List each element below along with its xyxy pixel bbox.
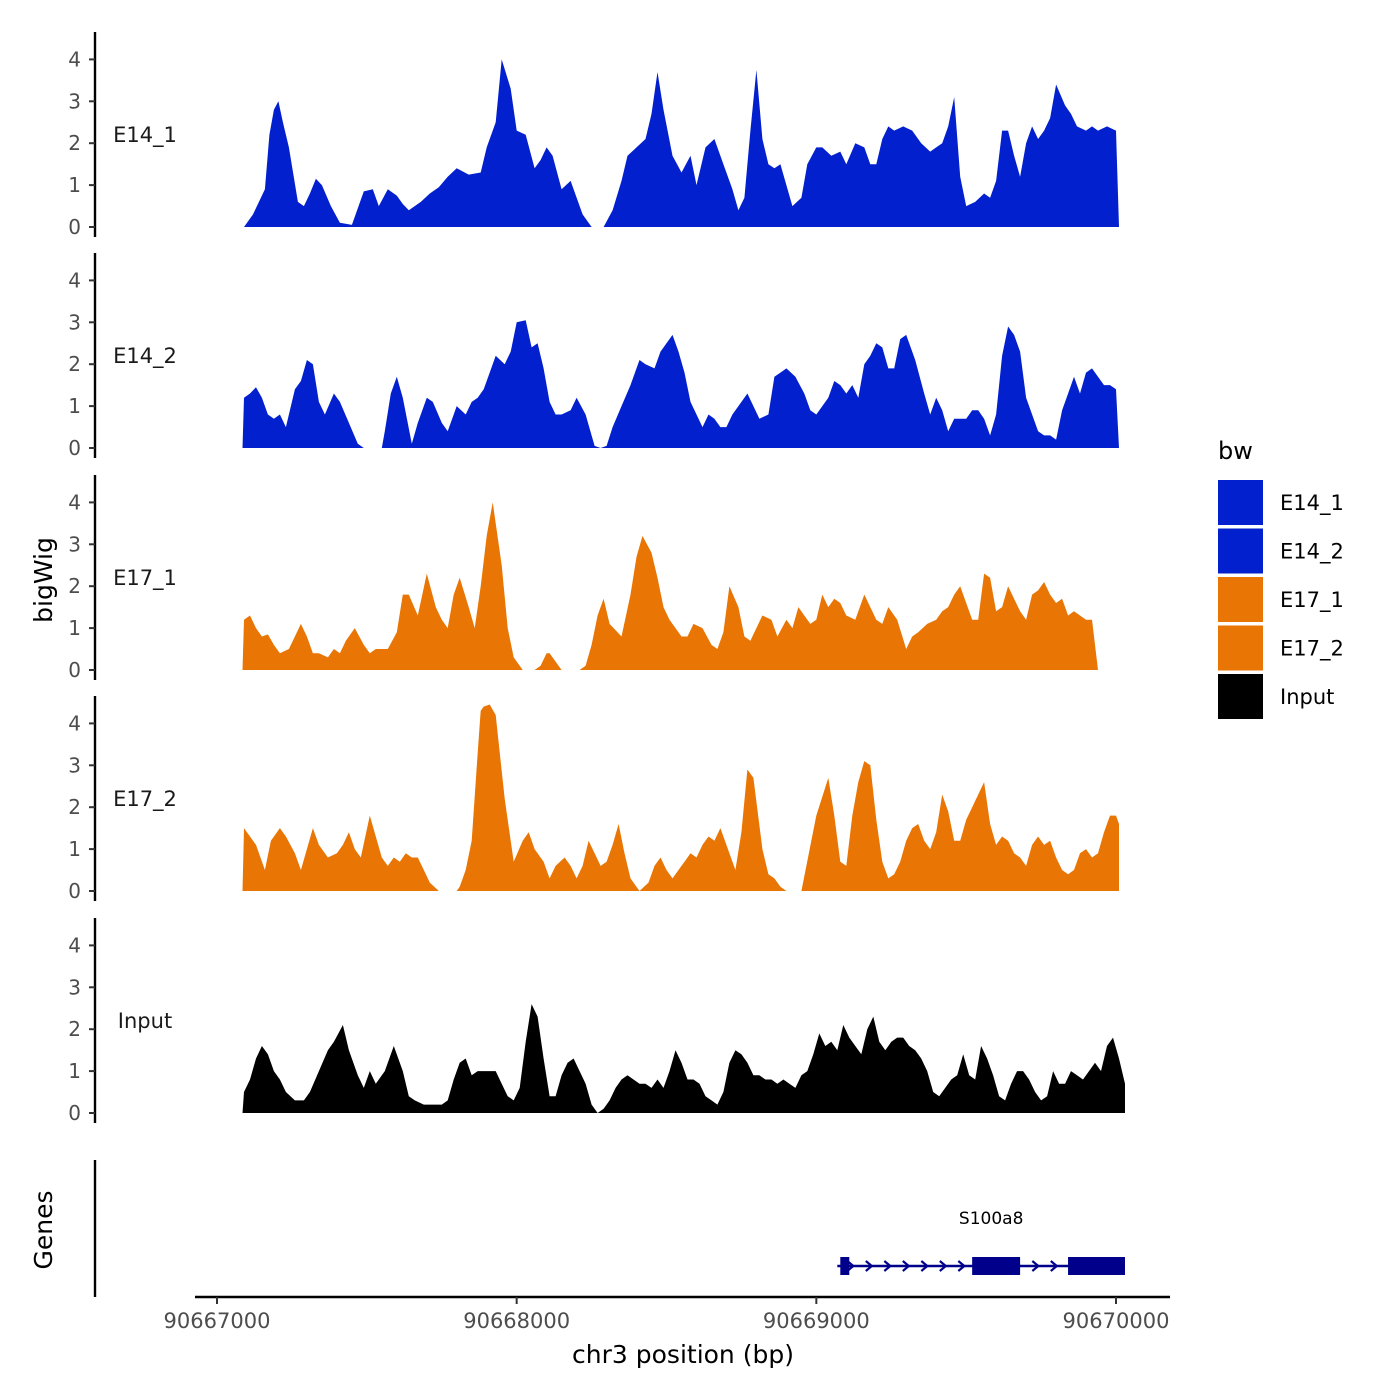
x-tick-label: 90668000 <box>463 1309 570 1333</box>
y-tick-label: 0 <box>68 658 81 682</box>
signal-area-e17-1 <box>242 502 1098 670</box>
y-tick-label: 1 <box>68 616 81 640</box>
y-tick-label: 1 <box>68 837 81 861</box>
y-tick-label: 4 <box>68 711 81 735</box>
genes-axis-title: Genes <box>29 1190 58 1269</box>
legend-label: E17_2 <box>1280 637 1344 662</box>
strand-arrow <box>920 1260 930 1272</box>
legend-label: E14_1 <box>1280 491 1344 516</box>
signal-area-e17-2 <box>242 704 1119 891</box>
strand-arrow <box>865 1260 874 1272</box>
y-tick-label: 3 <box>68 975 81 999</box>
strand-arrow <box>883 1260 893 1272</box>
track-label: E14_2 <box>113 344 177 369</box>
track-panel-input: 0 1 2 3 4 Input <box>68 918 1125 1125</box>
y-tick-label: 4 <box>68 47 81 71</box>
strand-arrow <box>1050 1260 1059 1272</box>
gene-exon <box>840 1257 850 1275</box>
y-tick-label: 2 <box>68 1017 81 1041</box>
y-tick-label: 2 <box>68 131 81 155</box>
signal-area-e14-1 <box>244 59 1119 228</box>
strand-arrow <box>902 1260 911 1272</box>
legend-swatch-e17-1 <box>1218 577 1263 622</box>
y-axis-title: bigWig <box>29 537 58 623</box>
gene-label: S100a8 <box>959 1209 1023 1229</box>
legend-label: E14_2 <box>1280 540 1344 565</box>
legend-label: E17_1 <box>1280 588 1344 613</box>
y-tick-label: 3 <box>68 532 81 556</box>
y-tick-label: 4 <box>68 268 81 292</box>
y-tick-label: 3 <box>68 89 81 113</box>
gene-exon <box>972 1257 1021 1275</box>
strand-arrow <box>1031 1260 1041 1272</box>
y-tick-label: 1 <box>68 173 81 197</box>
x-tick-label: 90669000 <box>763 1309 870 1333</box>
x-tick-label: 90670000 <box>1063 1309 1170 1333</box>
track-label: Input <box>118 1009 172 1033</box>
y-tick-label: 0 <box>68 436 81 460</box>
track-label: E14_1 <box>113 123 177 148</box>
track-panel-e17-2: 0 1 2 3 4 E17_2 <box>68 696 1119 903</box>
genes-track: S100a8 <box>93 1160 1125 1297</box>
y-tick-label: 0 <box>68 1101 81 1125</box>
legend-label: Input <box>1280 685 1334 709</box>
y-tick-label: 0 <box>68 879 81 903</box>
legend-swatch-e14-2 <box>1218 528 1263 574</box>
legend-swatch-e14-1 <box>1218 480 1263 525</box>
legend-swatch-input <box>1218 674 1263 719</box>
y-tick-label: 3 <box>68 310 81 334</box>
y-tick-label: 4 <box>68 490 81 514</box>
y-tick-label: 2 <box>68 574 81 598</box>
y-tick-label: 0 <box>68 215 81 239</box>
y-tick-label: 4 <box>68 933 81 957</box>
y-tick-label: 2 <box>68 795 81 819</box>
x-axis-title: chr3 position (bp) <box>572 1340 794 1369</box>
track-panel-e14-1: 0 1 2 3 4 E14_1 <box>68 32 1119 239</box>
track-panel-e17-1: 0 1 2 3 4 E17_1 <box>68 475 1098 682</box>
strand-arrow <box>846 1260 856 1272</box>
track-panel-e14-2: 0 1 2 3 4 E14_2 <box>68 253 1119 460</box>
signal-area-e14-2 <box>242 320 1119 448</box>
tracks-layer: 0 1 2 3 4 E14_1 0 1 2 3 4 E14_2 0 1 2 3 4 E17_1 0 1 2 3 4 E17_2… <box>68 32 1125 1125</box>
x-tick-label: 90667000 <box>164 1309 271 1333</box>
y-tick-label: 3 <box>68 753 81 777</box>
y-tick-label: 1 <box>68 394 81 418</box>
y-tick-label: 2 <box>68 352 81 376</box>
legend-swatch-e17-2 <box>1218 625 1263 671</box>
strand-arrow <box>939 1260 948 1272</box>
signal-area-input <box>242 1004 1125 1113</box>
track-label: E17_2 <box>113 787 177 812</box>
x-axis: 90667000 90668000 90669000 90670000 <box>164 1295 1170 1333</box>
gene-exon <box>1068 1257 1125 1275</box>
legend-title: bw <box>1218 437 1253 465</box>
track-label: E17_1 <box>113 566 177 591</box>
y-tick-label: 1 <box>68 1059 81 1083</box>
strand-arrow <box>957 1260 967 1272</box>
legend: E14_1 E14_2 E17_1 E17_2 Input <box>1218 480 1344 719</box>
